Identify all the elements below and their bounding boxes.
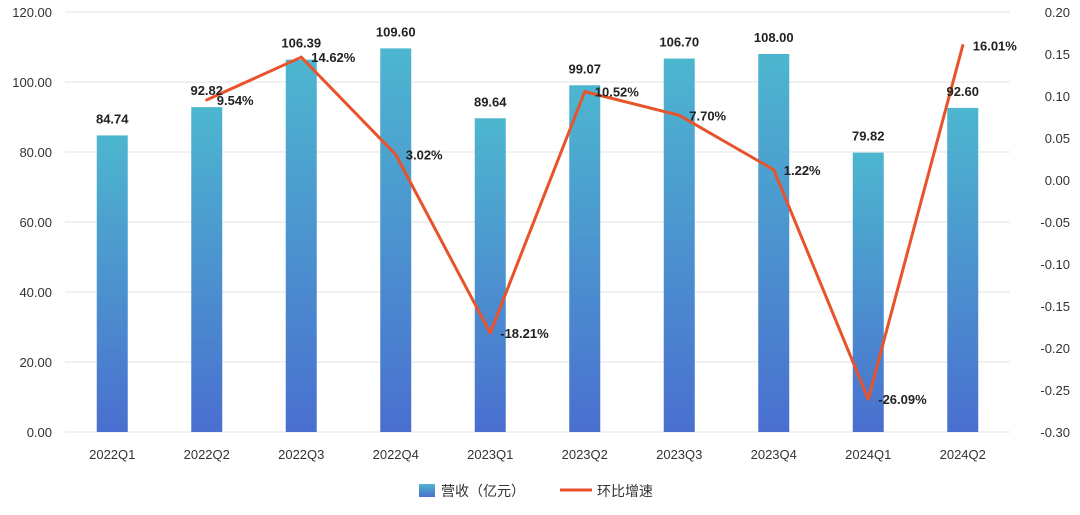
bar-label-layer: 84.74 92.82 106.39 109.60 89.64 99.07 106.70 10… xyxy=(96,24,979,143)
growth-value-label: -26.09% xyxy=(878,392,927,407)
revenue-value-label: 99.07 xyxy=(568,61,601,76)
category-label: 2022Q1 xyxy=(89,447,135,462)
revenue-bar xyxy=(474,118,506,432)
left-axis: 0.00 20.00 40.00 60.00 80.00 100.00 120.00 xyxy=(12,5,52,440)
revenue-bar xyxy=(852,152,884,432)
growth-value-label: 3.02% xyxy=(406,148,443,163)
legend-bar-swatch xyxy=(419,484,435,497)
left-tick-label: 120.00 xyxy=(12,5,52,20)
right-tick-label: 0.15 xyxy=(1045,47,1070,62)
revenue-bar xyxy=(758,54,790,432)
right-tick-label: -0.10 xyxy=(1040,257,1070,272)
revenue-value-label: 106.39 xyxy=(281,36,321,51)
legend: 营收（亿元） 环比增速 xyxy=(419,483,653,499)
growth-line-segment xyxy=(205,55,303,102)
growth-line-segment xyxy=(677,113,776,172)
revenue-bar xyxy=(96,135,128,432)
revenue-bar xyxy=(380,48,412,433)
revenue-value-label: 92.82 xyxy=(190,83,223,98)
revenue-bar xyxy=(191,107,223,432)
right-tick-label: -0.25 xyxy=(1040,383,1070,398)
left-tick-label: 80.00 xyxy=(19,145,52,160)
category-label: 2024Q2 xyxy=(940,447,986,462)
left-tick-label: 100.00 xyxy=(12,75,52,90)
revenue-value-label: 108.00 xyxy=(754,30,794,45)
right-tick-label: 0.10 xyxy=(1045,89,1070,104)
category-label: 2024Q1 xyxy=(845,447,891,462)
right-tick-label: -0.15 xyxy=(1040,299,1070,314)
bars-layer xyxy=(96,48,979,433)
right-tick-label: -0.20 xyxy=(1040,341,1070,356)
growth-line-segment xyxy=(866,44,965,401)
growth-value-label: 10.52% xyxy=(595,85,640,100)
category-label: 2023Q2 xyxy=(562,447,608,462)
right-tick-label: 0.05 xyxy=(1045,131,1070,146)
revenue-value-label: 89.64 xyxy=(474,94,507,109)
growth-line-segment xyxy=(583,90,681,117)
left-tick-label: 40.00 xyxy=(19,285,52,300)
line-label-layer: 9.54% 14.62% 3.02% -18.21% 10.52% 7.70% 1.22% -… xyxy=(217,39,1018,408)
revenue-value-label: 92.60 xyxy=(946,84,979,99)
right-tick-label: -0.05 xyxy=(1040,215,1070,230)
revenue-value-label: 84.74 xyxy=(96,111,129,126)
growth-line-segment xyxy=(299,55,398,157)
growth-line-segment xyxy=(488,90,587,335)
left-tick-label: 0.00 xyxy=(27,425,52,440)
revenue-bar xyxy=(569,85,601,432)
category-label: 2022Q3 xyxy=(278,447,324,462)
growth-value-label: 16.01% xyxy=(973,39,1018,54)
category-label: 2022Q2 xyxy=(184,447,230,462)
right-tick-label: 0.20 xyxy=(1045,5,1070,20)
revenue-bar xyxy=(947,107,979,433)
right-axis: -0.30 -0.25 -0.20 -0.15 -0.10 -0.05 0.00 0.05 0.… xyxy=(1040,5,1070,440)
category-label: 2023Q4 xyxy=(751,447,797,462)
grid-layer xyxy=(65,11,1010,433)
revenue-bar xyxy=(285,59,317,432)
growth-line-segment xyxy=(772,168,870,401)
line-layer xyxy=(205,44,965,401)
growth-value-label: 14.62% xyxy=(311,50,356,65)
left-tick-label: 60.00 xyxy=(19,215,52,230)
revenue-value-label: 106.70 xyxy=(659,35,699,50)
revenue-value-label: 109.60 xyxy=(376,24,416,39)
category-label: 2023Q1 xyxy=(467,447,513,462)
category-axis: 2022Q1 2022Q2 2022Q3 2022Q4 2023Q1 2023Q2 2023… xyxy=(89,447,986,462)
growth-line-segment xyxy=(394,153,492,335)
left-tick-label: 20.00 xyxy=(19,355,52,370)
right-tick-label: -0.30 xyxy=(1040,425,1070,440)
legend-line-label: 环比增速 xyxy=(597,483,653,499)
right-tick-label: 0.00 xyxy=(1045,173,1070,188)
legend-bar-label: 营收（亿元） xyxy=(441,483,525,499)
growth-value-label: 9.54% xyxy=(217,93,254,108)
growth-value-label: 1.22% xyxy=(784,163,821,178)
revenue-value-label: 79.82 xyxy=(852,129,885,144)
growth-value-label: -18.21% xyxy=(500,326,549,341)
category-label: 2022Q4 xyxy=(373,447,419,462)
category-label: 2023Q3 xyxy=(656,447,702,462)
growth-value-label: 7.70% xyxy=(689,108,726,123)
